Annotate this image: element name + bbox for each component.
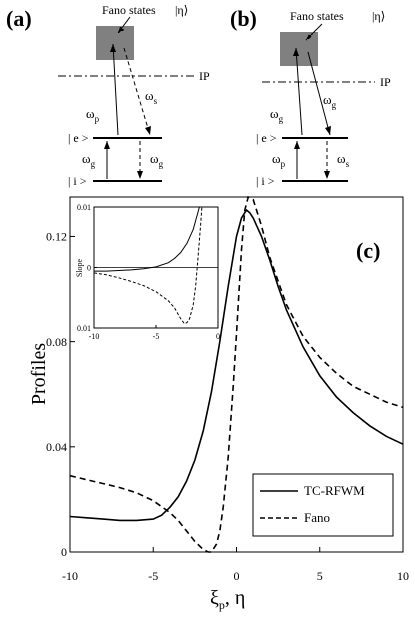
main-x-tick-label: -5 (148, 569, 158, 583)
panel-b-pointer-arrowhead (306, 34, 312, 40)
legend-label-fano: Fano (304, 510, 330, 525)
inset-y-tick-label: 0 (87, 263, 91, 272)
panel-b-omega-p-arrowhead (294, 141, 300, 149)
panel-a-omega-g-down-arrowhead (137, 171, 143, 179)
main-x-tick-label: -10 (62, 569, 78, 583)
x-axis-ticks: -10 -5 0 5 10 (62, 547, 409, 583)
y-axis-ticks: 0 0.04 0.08 0.12 (46, 230, 75, 559)
main-y-tick-label: 0.12 (46, 230, 67, 244)
main-x-tick-label: 10 (397, 569, 409, 583)
panel-a-omega-p-arrowhead (110, 44, 116, 52)
panel-a-fano-ket: |η⟩ (175, 3, 188, 17)
inset-x-tick-label: 0 (216, 332, 220, 341)
inset-series-group (93, 206, 218, 325)
inset-y-tick-label: 0.01 (77, 203, 91, 212)
panel-a-omega-g-up-arrowhead (104, 141, 110, 149)
panel-b-omega-s-arrowhead (324, 171, 330, 179)
main-x-tick-label: 5 (317, 569, 323, 583)
inset-series-solid-line (94, 206, 200, 272)
main-y-tick-label: 0.08 (46, 335, 67, 349)
panel-b-omega-g-left-label: ωg (270, 106, 284, 124)
panel-a-fano-label: Fano states (102, 3, 156, 17)
legend-box (252, 473, 394, 537)
inset-series-dashed-line (93, 206, 203, 325)
panel-b-omega-s-label: ωs (337, 151, 350, 169)
panel-b-omega-g-down-arrow (307, 51, 331, 136)
panel-a-omega-g-left-label: ωg (82, 151, 96, 169)
main-series-group (69, 195, 404, 553)
panel-b-label: (b) (230, 6, 257, 31)
panel-a-omega-g-right-label: ωg (150, 151, 164, 169)
panel-b-omega-g-up-arrowhead (293, 48, 299, 56)
inset-x-tick-label: -10 (89, 332, 100, 341)
inset-y-axis-label: Slope (75, 258, 84, 277)
main-y-tick-label: 0.04 (46, 440, 67, 454)
main-series-solid-line (69, 208, 404, 522)
panel-a-omega-p-arrow (112, 43, 119, 136)
panel-b-ket-e: | e > (256, 131, 277, 145)
panel-a-label: (a) (6, 6, 32, 31)
panel-b-omega-g-right-label: ωg (323, 92, 337, 110)
panel-b-fano-continuum (280, 32, 318, 66)
x-axis-label: ξp, η (210, 587, 245, 612)
main-x-tick-label: 0 (234, 569, 240, 583)
inset-x-tick-label: -5 (153, 332, 160, 341)
legend-label-tc-rfwm: TC-RFWM (304, 483, 365, 498)
panel-a-ip-label: IP (199, 69, 210, 83)
panel-a-omega-s-arrow (123, 47, 151, 136)
panel-b-ip-label: IP (380, 75, 391, 89)
panel-a-ket-i: | i > (68, 174, 87, 188)
panel-a-fano-continuum (96, 26, 134, 60)
panel-b-omega-g-down-arrowhead (325, 126, 331, 135)
y-axis-label: Profiles (28, 343, 50, 405)
panel-c-chart: (c) -10 -5 0 5 10 0 0.04 0.08 0.12 Profiles ξp,… (28, 195, 409, 612)
panel-a: (a) Fano states |η⟩ IP | e > | i > ωp (6, 3, 210, 188)
panel-b: (b) Fano states |η⟩ IP | e > | i > ωg (230, 6, 391, 188)
panel-b-fano-ket: |η⟩ (372, 9, 385, 23)
panel-a-omega-s-arrowhead (145, 126, 151, 135)
inset-y-tick-label: 0.01 (77, 324, 91, 333)
main-y-tick-label: 0 (61, 545, 67, 559)
panel-a-omega-p-label: ωp (86, 106, 100, 124)
panel-b-omega-g-up-arrow (295, 47, 303, 136)
panel-a-ket-e: | e > (68, 131, 89, 145)
inset-chart: -10 -5 0 0.01 0 0.01 Slope (75, 203, 220, 341)
panel-b-ket-i: | i > (256, 174, 275, 188)
panel-b-omega-p-label: ωp (272, 151, 286, 169)
legend: TC-RFWM Fano (252, 473, 394, 537)
main-series-dashed-line (69, 195, 404, 553)
panel-b-fano-label: Fano states (290, 9, 344, 23)
panel-a-pointer-arrowhead (118, 27, 124, 33)
panel-a-omega-s-label: ωs (145, 88, 158, 106)
panel-c-label: (c) (356, 238, 380, 263)
